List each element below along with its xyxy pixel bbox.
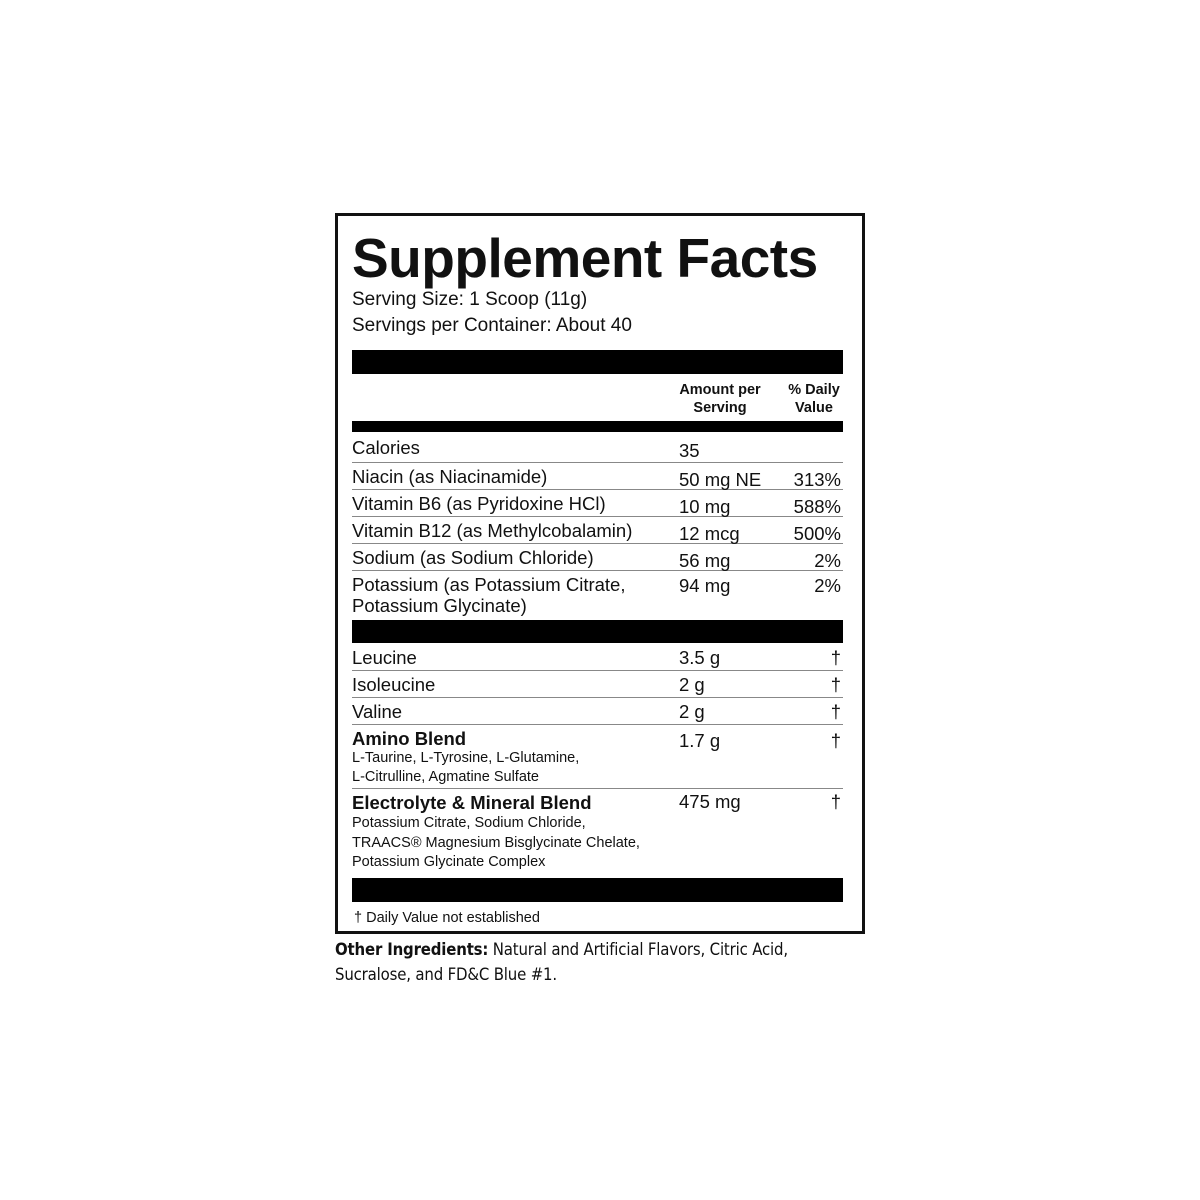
dagger-mark: † — [830, 701, 841, 722]
divider-bar — [352, 878, 843, 902]
nutrient-name: Niacin (as Niacinamide) — [352, 466, 548, 487]
nutrient-amount: 10 mg — [679, 496, 731, 517]
nutrient-dv: 313% — [793, 469, 841, 490]
ingredient-name: Leucine — [352, 647, 417, 668]
divider-bar — [352, 350, 843, 374]
blend-name: Electrolyte & Mineral Blend — [352, 792, 592, 813]
nutrient-amount: 35 — [679, 440, 700, 461]
nutrient-amount: 94 mg — [679, 575, 731, 596]
nutrient-dv: 500% — [793, 523, 841, 544]
ingredient-name: Valine — [352, 701, 403, 722]
other-ingredients-heading: Other Ingredients: — [335, 940, 489, 960]
nutrient-row: Calories 35 — [352, 434, 843, 463]
nutrient-name: Vitamin B12 (as Methylcobalamin) — [352, 520, 633, 541]
ingredient-row: Valine 2 g † — [352, 698, 843, 725]
nutrient-row: Niacin (as Niacinamide) 50 mg NE 313% — [352, 463, 843, 490]
footnote: † Daily Value not established — [354, 910, 540, 926]
supplement-facts-panel: Supplement Facts Serving Size: 1 Scoop (… — [335, 213, 865, 934]
nutrient-row: Vitamin B12 (as Methylcobalamin) 12 mcg … — [352, 517, 843, 544]
panel-title: Supplement Facts — [352, 227, 818, 289]
other-ingredients: Other Ingredients: Natural and Artificia… — [335, 938, 828, 988]
nutrient-amount: 12 mcg — [679, 523, 740, 544]
ingredient-row: Electrolyte & Mineral Blend Potassium Ci… — [352, 789, 843, 877]
amount-header-line1: Amount per — [679, 382, 761, 398]
ingredient-name: Isoleucine — [352, 674, 436, 695]
nutrient-row: Potassium (as Potassium Citrate, Potassi… — [352, 571, 843, 619]
dagger-mark: † — [830, 730, 841, 751]
nutrient-dv: 588% — [793, 496, 841, 517]
serving-size: Serving Size: 1 Scoop (11g) — [352, 289, 588, 310]
blend-components: TRAACS® Magnesium Bisglycinate Chelate, — [352, 835, 640, 851]
nutrient-name: Sodium (as Sodium Chloride) — [352, 547, 594, 568]
nutrient-name: Calories — [352, 437, 420, 458]
amount-header: Amount per Serving — [670, 381, 770, 417]
nutrient-amount: 50 mg NE — [679, 469, 762, 490]
divider-bar — [352, 620, 843, 643]
blend-components: Potassium Citrate, Sodium Chloride, — [352, 815, 586, 831]
dagger-mark: † — [830, 647, 841, 668]
ingredient-amount: 3.5 g — [679, 647, 721, 668]
blend-components: L-Taurine, L-Tyrosine, L-Glutamine, — [352, 750, 580, 766]
divider-bar — [352, 421, 843, 432]
nutrient-name: Potassium (as Potassium Citrate, — [352, 574, 626, 595]
ingredient-row: Amino Blend L-Taurine, L-Tyrosine, L-Glu… — [352, 725, 843, 789]
ingredient-row: Isoleucine 2 g † — [352, 671, 843, 698]
blend-name: Amino Blend — [352, 728, 467, 749]
ingredient-row: Leucine 3.5 g † — [352, 644, 843, 671]
dagger-mark: † — [830, 791, 841, 812]
nutrient-dv: 2% — [814, 575, 841, 596]
other-ingredients-text: Natural and Artificial Flavors, Citric A… — [335, 940, 788, 985]
dv-header-line1: % Daily — [788, 382, 840, 398]
nutrient-name: Vitamin B6 (as Pyridoxine HCl) — [352, 493, 606, 514]
nutrient-dv: 2% — [814, 550, 841, 571]
ingredient-amount: 2 g — [679, 701, 705, 722]
dv-header-line2: Value — [795, 400, 833, 416]
nutrient-row: Sodium (as Sodium Chloride) 56 mg 2% — [352, 544, 843, 571]
servings-per-container: Servings per Container: About 40 — [352, 315, 632, 336]
blend-components: L-Citrulline, Agmatine Sulfate — [352, 769, 539, 785]
ingredient-amount: 1.7 g — [679, 730, 721, 751]
nutrient-name-line2: Potassium Glycinate) — [352, 595, 527, 616]
blend-components: Potassium Glycinate Complex — [352, 854, 546, 870]
dagger-mark: † — [830, 674, 841, 695]
dv-header: % Daily Value — [782, 381, 846, 417]
ingredient-amount: 2 g — [679, 674, 705, 695]
amount-header-line2: Serving — [693, 400, 747, 416]
nutrient-amount: 56 mg — [679, 550, 731, 571]
ingredient-amount: 475 mg — [679, 791, 741, 812]
nutrient-row: Vitamin B6 (as Pyridoxine HCl) 10 mg 588… — [352, 490, 843, 517]
